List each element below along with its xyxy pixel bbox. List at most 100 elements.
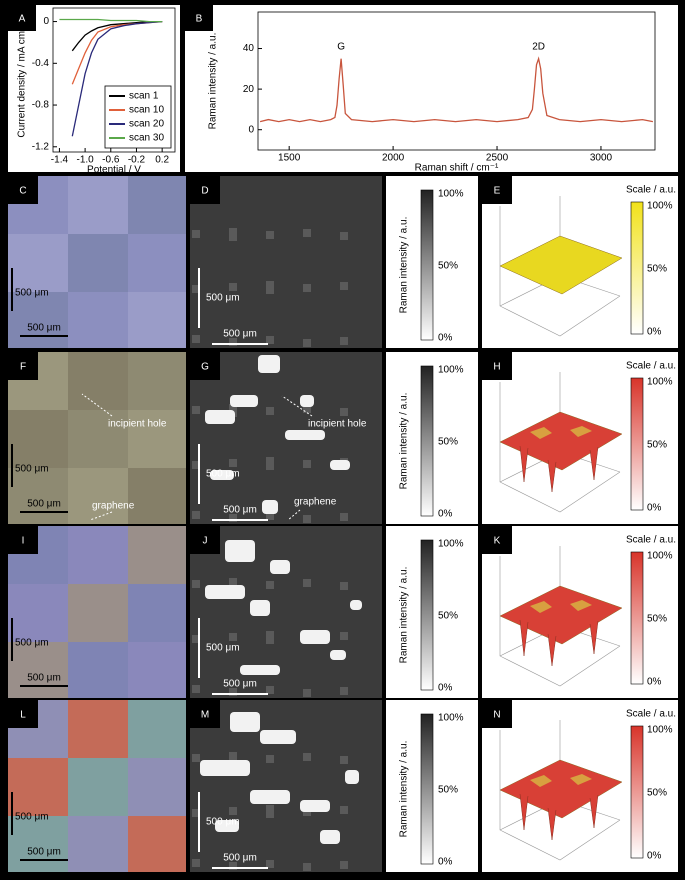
map-blob bbox=[230, 395, 258, 407]
map-pixel bbox=[192, 335, 200, 343]
colorbar-tick-label: 50% bbox=[647, 614, 667, 625]
optical-tile bbox=[68, 176, 128, 234]
scale-label: 500 μm bbox=[206, 643, 240, 654]
scale-label: 500 μm bbox=[27, 673, 61, 684]
panel-label-bg bbox=[482, 526, 512, 554]
colorbar-title: Raman intensity / a.u. bbox=[399, 393, 410, 490]
optical-tile bbox=[8, 410, 68, 468]
panel-label-bg bbox=[8, 700, 38, 728]
y-axis-label: Raman intensity / a.u. bbox=[208, 33, 219, 130]
map-blob bbox=[250, 600, 270, 616]
raman-map bbox=[190, 700, 382, 872]
scale-label: 500 μm bbox=[15, 464, 49, 475]
panel-label-bg bbox=[190, 526, 220, 554]
surface-spikes bbox=[519, 793, 599, 841]
map-pixel bbox=[192, 859, 200, 867]
colorbar-tick-label: 50% bbox=[438, 261, 458, 272]
x-tick-label: -1.0 bbox=[76, 155, 94, 166]
scale-label: 500 μm bbox=[27, 847, 61, 858]
panel-label: J bbox=[203, 536, 208, 547]
surface-patches bbox=[530, 774, 592, 787]
map-pixel bbox=[340, 337, 348, 345]
map-pixel bbox=[303, 863, 311, 871]
map-pixel bbox=[192, 635, 200, 643]
legend-label: scan 10 bbox=[129, 105, 164, 116]
x-tick-label: -1.4 bbox=[51, 155, 69, 166]
colorbar-tick-label: 0% bbox=[438, 857, 453, 868]
map-blob bbox=[250, 790, 290, 804]
optical-tile bbox=[68, 816, 128, 872]
map-blob bbox=[300, 395, 314, 407]
map-pixel bbox=[266, 462, 274, 470]
optical-tile bbox=[68, 234, 128, 292]
panel-label-bg bbox=[8, 176, 38, 204]
panel-label-bg bbox=[8, 5, 36, 31]
panel-label: I bbox=[22, 536, 25, 547]
map-pixel bbox=[229, 578, 237, 586]
map-pixel bbox=[303, 689, 311, 697]
map-pixel bbox=[192, 285, 200, 293]
colorbar-tick-label: 0% bbox=[647, 503, 662, 514]
colorbar-tick-label: 0% bbox=[438, 333, 453, 344]
map-blob bbox=[205, 410, 235, 424]
panel-label-bg bbox=[190, 700, 220, 728]
map-pixel bbox=[266, 336, 274, 344]
colorbar-tick-label: 50% bbox=[438, 611, 458, 622]
scale-label: 500 μm bbox=[206, 293, 240, 304]
optical-tile bbox=[68, 700, 128, 758]
x-tick-label: 0.2 bbox=[155, 155, 169, 166]
optical-tile bbox=[8, 584, 68, 642]
optical-tile bbox=[128, 526, 186, 584]
colorbar-tick-label: 100% bbox=[647, 725, 673, 736]
map-pixel bbox=[229, 338, 237, 346]
optical-tile bbox=[128, 176, 186, 234]
colorbar-tick-label: 0% bbox=[438, 509, 453, 520]
map-blob bbox=[258, 355, 280, 373]
x-tick-label: -0.6 bbox=[102, 155, 120, 166]
surface-title: Scale / a.u. bbox=[626, 535, 676, 546]
optical-tile bbox=[8, 816, 68, 872]
colorbar bbox=[630, 551, 644, 685]
panel-label: D bbox=[201, 186, 208, 197]
map-pixel bbox=[192, 461, 200, 469]
optical-tile bbox=[8, 642, 68, 698]
map-pixel bbox=[192, 511, 200, 519]
map-pixel bbox=[229, 633, 237, 641]
map-blob bbox=[300, 800, 330, 812]
map-pixel bbox=[192, 230, 200, 238]
colorbar-tick-label: 0% bbox=[438, 683, 453, 694]
map-pixel bbox=[266, 581, 274, 589]
panel-label-bg bbox=[482, 176, 512, 204]
map-pixel bbox=[229, 807, 237, 815]
optical-tile bbox=[68, 292, 128, 348]
map-pixel bbox=[303, 284, 311, 292]
x-tick-label: 2500 bbox=[486, 153, 509, 164]
optical-tile bbox=[128, 468, 186, 524]
scale-label: 500 μm bbox=[223, 679, 257, 690]
panel-bg bbox=[185, 5, 678, 172]
y-tick-label: -0.8 bbox=[32, 100, 50, 111]
raman-map bbox=[190, 176, 382, 348]
map-pixel bbox=[192, 809, 200, 817]
map-blob bbox=[225, 540, 255, 562]
optical-tile bbox=[128, 234, 186, 292]
panel-label-bg bbox=[190, 352, 220, 380]
colorbar-tick-label: 50% bbox=[438, 785, 458, 796]
map-pixel bbox=[303, 405, 311, 413]
map-pixel bbox=[340, 756, 348, 764]
map-blob bbox=[200, 760, 250, 776]
colorbar bbox=[420, 539, 434, 691]
colorbar bbox=[420, 365, 434, 517]
map-pixel bbox=[340, 408, 348, 416]
optical-tile bbox=[128, 292, 186, 348]
colorbar-tick-label: 0% bbox=[647, 327, 662, 338]
map-blob bbox=[240, 665, 280, 675]
map-blob bbox=[230, 712, 260, 732]
map-pixel bbox=[303, 579, 311, 587]
map-pixel bbox=[266, 686, 274, 694]
legend-label: scan 1 bbox=[129, 91, 159, 102]
colorbar-tick-label: 100% bbox=[438, 189, 464, 200]
y-tick-label: -1.2 bbox=[32, 141, 50, 152]
